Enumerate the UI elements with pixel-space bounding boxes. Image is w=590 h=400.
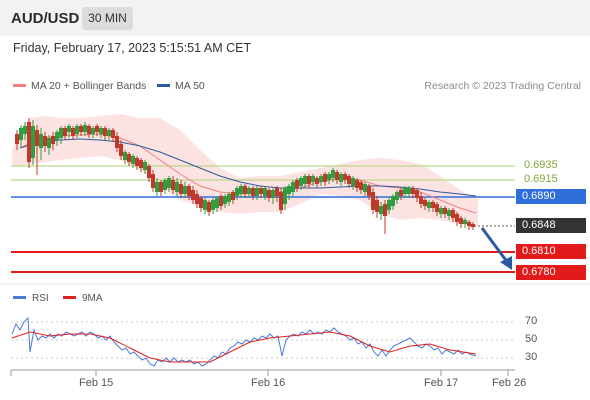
copyright-text: Research © 2023 Trading Central	[424, 80, 581, 92]
rsi-line	[11, 316, 477, 367]
level-label-r2: 0.6935	[524, 159, 558, 171]
symbol-title: AUD/USD	[11, 10, 80, 27]
bollinger-band	[12, 114, 478, 226]
rsi-tick-70: 70	[525, 315, 538, 327]
rsi-ma-line	[11, 331, 477, 363]
chart-header: AUD/USD 30 MIN	[0, 0, 590, 36]
legend-ma20-label: MA 20 + Bollinger Bands	[31, 80, 147, 92]
candles	[15, 118, 475, 234]
legend-ma50-label: MA 50	[175, 80, 205, 92]
legend-rsi-label: RSI	[32, 293, 49, 304]
level-label-pivot: 0.6890	[516, 189, 586, 204]
ma50-swatch	[157, 83, 170, 87]
level-label-last: 0.6848	[516, 218, 586, 233]
legend-9ma: 9MA	[63, 293, 103, 304]
timeframe-button[interactable]: 30 MIN	[82, 7, 133, 30]
ma50-line	[19, 138, 477, 197]
chart-datetime: Friday, February 17, 2023 5:15:51 AM CET	[13, 41, 252, 55]
ma20-swatch	[13, 83, 26, 87]
level-label-s2: 0.6780	[516, 265, 586, 280]
rsi-tick-50: 50	[525, 333, 538, 345]
legend-9ma-label: 9MA	[82, 293, 103, 304]
legend-ma20: MA 20 + Bollinger Bands	[13, 80, 146, 92]
x-label-feb17: Feb 17	[424, 377, 459, 389]
x-label-feb26: Feb 26	[492, 377, 527, 389]
ma9-swatch	[63, 295, 76, 299]
forecast-arrow	[480, 227, 512, 270]
rsi-swatch	[13, 295, 26, 299]
level-label-s1: 0.6810	[516, 244, 586, 259]
rsi-tick-30: 30	[525, 351, 538, 363]
level-label-r1: 0.6915	[524, 173, 558, 185]
legend-ma50: MA 50	[157, 80, 205, 92]
legend-rsi: RSI	[13, 293, 49, 304]
x-label-feb16: Feb 16	[251, 377, 286, 389]
x-label-feb15: Feb 15	[79, 377, 114, 389]
chart-panel	[0, 36, 590, 400]
